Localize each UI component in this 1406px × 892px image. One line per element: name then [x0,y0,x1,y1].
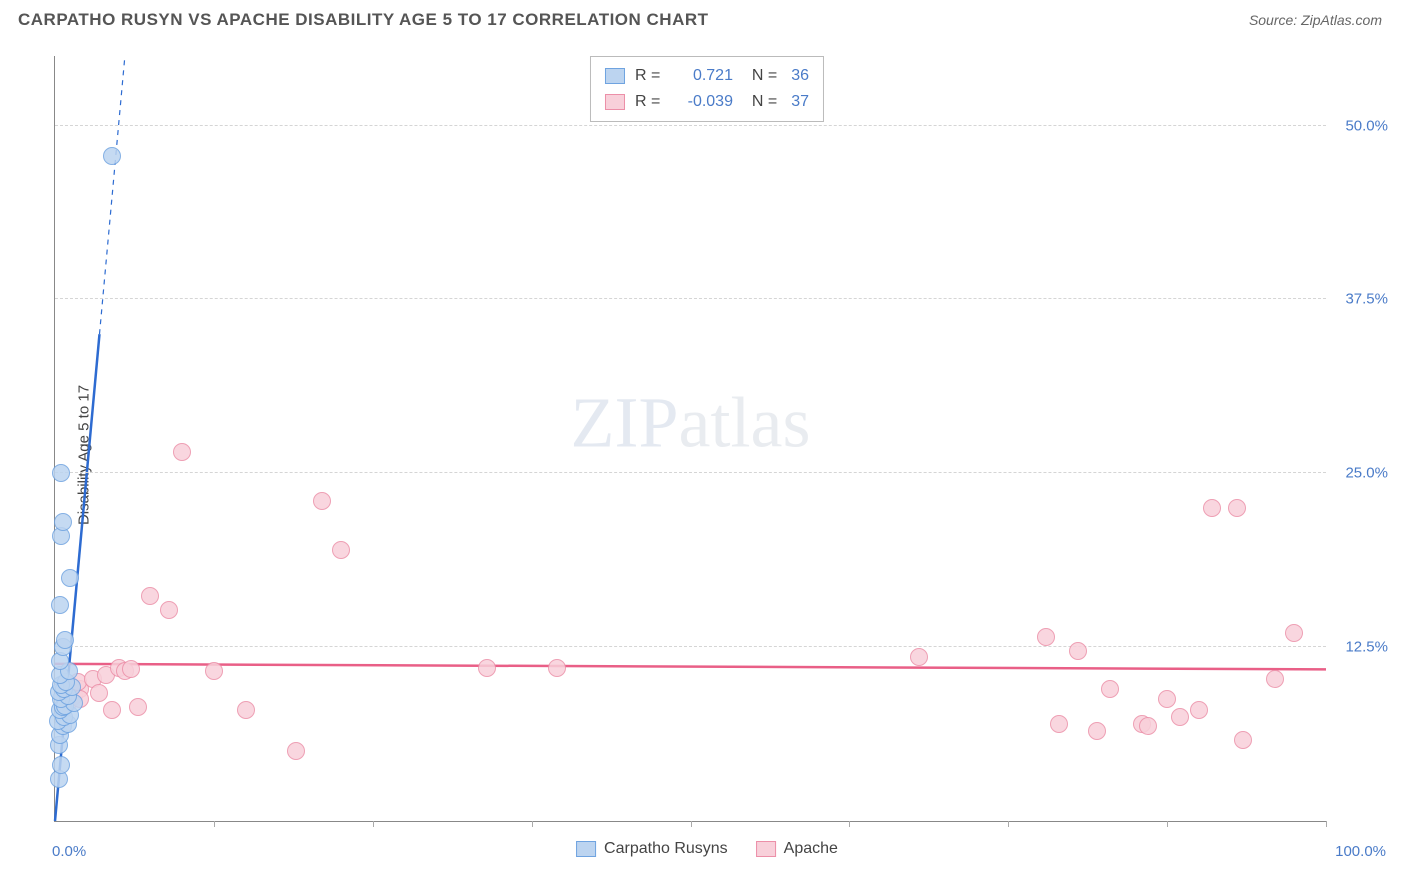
x-tick [1326,821,1327,827]
y-tick-label: 12.5% [1345,639,1388,656]
data-point [1158,690,1176,708]
data-point [103,147,121,165]
data-point [237,701,255,719]
data-point [52,464,70,482]
data-point [1050,715,1068,733]
data-point [122,660,140,678]
data-point [313,492,331,510]
data-point [54,513,72,531]
data-point [141,587,159,605]
x-tick [1008,821,1009,827]
x-tick [373,821,374,827]
legend-row-series2: R = -0.039 N = 37 [605,89,809,115]
gridline [55,298,1326,299]
data-point [332,541,350,559]
x-tick [532,821,533,827]
data-point [548,659,566,677]
x-axis-start: 0.0% [52,843,86,860]
correlation-legend: R = 0.721 N = 36 R = -0.039 N = 37 [590,56,824,122]
x-tick [1167,821,1168,827]
swatch-series2-bottom [756,841,776,857]
data-point [160,601,178,619]
data-point [910,648,928,666]
x-tick [214,821,215,827]
swatch-series2 [605,94,625,110]
data-point [1171,708,1189,726]
x-tick [849,821,850,827]
swatch-series1-bottom [576,841,596,857]
data-point [205,662,223,680]
data-point [1190,701,1208,719]
series-legend: Carpatho Rusyns Apache [576,840,838,858]
data-point [1266,670,1284,688]
gridline [55,125,1326,126]
source-label: Source: ZipAtlas.com [1249,12,1382,28]
y-tick-label: 25.0% [1345,465,1388,482]
y-tick-label: 37.5% [1345,291,1388,308]
data-point [56,631,74,649]
data-point [103,701,121,719]
data-point [1037,628,1055,646]
data-point [1285,624,1303,642]
data-point [1101,680,1119,698]
data-point [1139,717,1157,735]
data-point [51,596,69,614]
data-point [1203,499,1221,517]
data-point [1088,722,1106,740]
gridline [55,472,1326,473]
data-point [173,443,191,461]
data-point [52,756,70,774]
chart-title: CARPATHO RUSYN VS APACHE DISABILITY AGE … [18,10,709,30]
legend-item-series2: Apache [756,840,838,858]
gridline [55,646,1326,647]
chart-container: Disability Age 5 to 17 ZIPatlas 12.5%25.… [18,46,1396,864]
data-point [478,659,496,677]
data-point [1228,499,1246,517]
data-point [287,742,305,760]
y-tick-label: 50.0% [1345,117,1388,134]
data-point [90,684,108,702]
data-point [129,698,147,716]
legend-row-series1: R = 0.721 N = 36 [605,63,809,89]
x-axis-end: 100.0% [1335,843,1386,860]
data-point [61,569,79,587]
swatch-series1 [605,68,625,84]
plot-area: ZIPatlas 12.5%25.0%37.5%50.0% [54,56,1326,822]
legend-item-series1: Carpatho Rusyns [576,840,728,858]
x-tick [691,821,692,827]
data-point [1234,731,1252,749]
data-point [1069,642,1087,660]
